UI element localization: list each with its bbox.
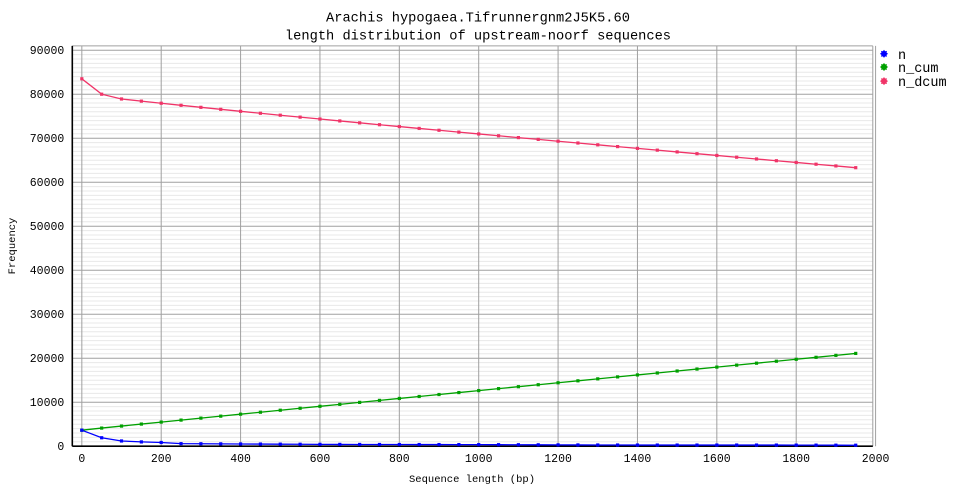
svg-text:400: 400 bbox=[230, 453, 251, 466]
svg-text:60000: 60000 bbox=[30, 177, 65, 190]
svg-text:2000: 2000 bbox=[862, 453, 890, 466]
svg-text:Sequence length (bp): Sequence length (bp) bbox=[409, 474, 535, 486]
svg-text:length distribution of upstrea: length distribution of upstream-noorf se… bbox=[285, 30, 671, 45]
svg-text:Frequency: Frequency bbox=[7, 218, 19, 275]
svg-text:30000: 30000 bbox=[30, 309, 65, 322]
svg-text:1200: 1200 bbox=[544, 453, 572, 466]
svg-text:1400: 1400 bbox=[624, 453, 652, 466]
svg-text:70000: 70000 bbox=[30, 133, 65, 146]
svg-text:1800: 1800 bbox=[782, 453, 810, 466]
svg-text:90000: 90000 bbox=[30, 45, 65, 58]
svg-text:10000: 10000 bbox=[30, 397, 65, 410]
svg-text:200: 200 bbox=[151, 453, 172, 466]
svg-text:Arachis hypogaea.Tifrunnergnm2: Arachis hypogaea.Tifrunnergnm2J5K5.60 bbox=[326, 12, 630, 27]
svg-text:1600: 1600 bbox=[703, 453, 731, 466]
svg-text:40000: 40000 bbox=[30, 265, 65, 278]
svg-text:80000: 80000 bbox=[30, 89, 65, 102]
svg-text:50000: 50000 bbox=[30, 221, 65, 234]
svg-text:20000: 20000 bbox=[30, 353, 65, 366]
svg-text:n_dcum: n_dcum bbox=[898, 76, 947, 91]
svg-text:600: 600 bbox=[310, 453, 331, 466]
svg-text:0: 0 bbox=[78, 453, 85, 466]
svg-text:800: 800 bbox=[389, 453, 410, 466]
svg-text:1000: 1000 bbox=[465, 453, 493, 466]
svg-text:0: 0 bbox=[57, 441, 64, 454]
svg-text:n_cum: n_cum bbox=[898, 62, 939, 77]
